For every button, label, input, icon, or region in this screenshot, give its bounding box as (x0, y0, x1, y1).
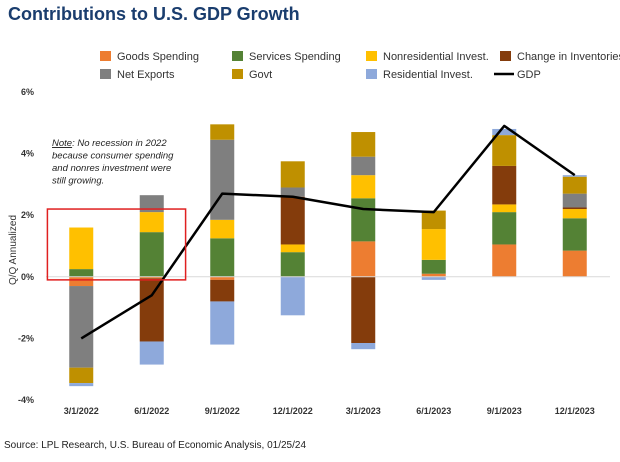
bar-nonresidential-invest-9-1-2023 (492, 204, 517, 213)
bar-net-exports-3-1-2023 (351, 156, 376, 176)
legend-label-nonresidential-invest: Nonresidential Invest. (383, 51, 489, 63)
y-tick-label: 6% (21, 87, 34, 97)
y-tick-label: -4% (18, 395, 34, 405)
x-tick-label: 9/1/2023 (487, 406, 522, 416)
bar-nonresidential-invest-12-1-2023 (562, 209, 587, 219)
x-tick-label: 9/1/2022 (205, 406, 240, 416)
annotation-line: and nonres investment were (52, 163, 171, 174)
chart-legend: Goods Spending Services Spending Nonreside… (100, 51, 620, 81)
bar-change-in-inventories-12-1-2022 (280, 196, 305, 245)
bar-residential-invest-9-1-2022 (210, 301, 235, 345)
legend-swatch-residential-invest (366, 69, 377, 79)
bar-govt-3-1-2022 (69, 367, 94, 384)
annotation-note: Note: No recession in 2022 because consum… (52, 138, 174, 187)
bar-services-spending-6-1-2023 (421, 259, 446, 274)
legend-label-goods-spending: Goods Spending (117, 51, 199, 63)
annotation-line: still growing. (52, 176, 104, 187)
bar-nonresidential-invest-3-1-2023 (351, 175, 376, 199)
y-axis: -4% -2% 0% 2% 4% 6% (18, 87, 34, 405)
bar-govt-9-1-2022 (210, 124, 235, 140)
bar-services-spending-12-1-2022 (280, 252, 305, 277)
legend-swatch-govt (232, 69, 243, 79)
chart-title: Contributions to U.S. GDP Growth (8, 4, 300, 24)
bar-residential-invest-6-1-2022 (139, 341, 164, 365)
bar-nonresidential-invest-6-1-2023 (421, 229, 446, 260)
y-tick-label: 2% (21, 210, 34, 220)
bar-residential-invest-12-1-2022 (280, 276, 305, 316)
legend-label-change-in-inventories: Change in Inventories (517, 51, 620, 63)
bar-goods-spending-6-1-2023 (421, 273, 446, 277)
legend-swatch-services-spending (232, 51, 243, 61)
bar-nonresidential-invest-3-1-2022 (69, 227, 94, 270)
bar-services-spending-9-1-2022 (210, 238, 235, 277)
legend-swatch-goods-spending (100, 51, 111, 61)
y-axis-label: Q/Q Annualized (8, 215, 19, 285)
bar-services-spending-12-1-2023 (562, 218, 587, 251)
bar-net-exports-12-1-2023 (562, 193, 587, 208)
bar-change-in-inventories-6-1-2022 (139, 278, 164, 342)
bar-residential-invest-3-1-2023 (351, 343, 376, 350)
bar-goods-spending-9-1-2022 (210, 276, 235, 280)
bar-govt-3-1-2023 (351, 132, 376, 157)
bar-net-exports-12-1-2022 (280, 187, 305, 197)
bar-services-spending-3-1-2023 (351, 198, 376, 242)
x-tick-label: 6/1/2022 (134, 406, 169, 416)
x-axis: 3/1/2022 6/1/2022 9/1/2022 12/1/2022 3/1/202… (64, 406, 595, 416)
bar-govt-12-1-2022 (280, 161, 305, 188)
bar-nonresidential-invest-12-1-2022 (280, 244, 305, 253)
bar-goods-spending-3-1-2022 (69, 276, 94, 287)
legend-label-govt: Govt (249, 69, 272, 81)
bar-goods-spending-9-1-2023 (492, 244, 517, 277)
x-tick-label: 12/1/2023 (555, 406, 595, 416)
bar-nonresidential-invest-9-1-2022 (210, 219, 235, 239)
x-tick-label: 3/1/2023 (346, 406, 381, 416)
x-tick-label: 12/1/2022 (273, 406, 313, 416)
highlight-box (46, 208, 187, 281)
source-footnote: Source: LPL Research, U.S. Bureau of Eco… (4, 440, 307, 451)
legend-label-net-exports: Net Exports (117, 69, 175, 81)
legend-swatch-nonresidential-invest (366, 51, 377, 61)
legend-label-gdp: GDP (517, 69, 541, 81)
bar-goods-spending-12-1-2023 (562, 250, 587, 277)
legend-swatch-net-exports (100, 69, 111, 79)
legend-swatch-change-in-inventories (500, 51, 511, 61)
bar-residential-invest-6-1-2023 (421, 276, 446, 280)
bar-change-in-inventories-3-1-2023 (351, 276, 376, 344)
bar-govt-9-1-2023 (492, 135, 517, 166)
bar-net-exports-6-1-2022 (139, 195, 164, 213)
annotation-line: Note: No recession in 2022 (52, 138, 167, 149)
bar-net-exports-3-1-2022 (69, 286, 94, 368)
annotation-line: because consumer spending (52, 151, 174, 162)
y-tick-label: 4% (21, 149, 34, 159)
bar-goods-spending-3-1-2023 (351, 241, 376, 277)
y-tick-label: -2% (18, 333, 34, 343)
bar-govt-12-1-2023 (562, 176, 587, 194)
bar-residential-invest-3-1-2022 (69, 383, 94, 387)
bar-change-in-inventories-9-1-2022 (210, 279, 235, 302)
plot-area (46, 124, 610, 387)
bar-services-spending-3-1-2022 (69, 269, 94, 277)
bar-residential-invest-12-1-2023 (562, 175, 587, 177)
bar-change-in-inventories-12-1-2023 (562, 207, 587, 210)
x-tick-label: 6/1/2023 (416, 406, 451, 416)
bar-change-in-inventories-9-1-2023 (492, 165, 517, 205)
bar-residential-invest-9-1-2023 (492, 128, 517, 136)
x-tick-label: 3/1/2022 (64, 406, 99, 416)
legend-label-residential-invest: Residential Invest. (383, 69, 473, 81)
bar-nonresidential-invest-6-1-2022 (139, 212, 164, 233)
bar-services-spending-9-1-2023 (492, 212, 517, 245)
bar-govt-6-1-2023 (421, 210, 446, 230)
y-tick-label: 0% (21, 272, 34, 282)
legend-label-services-spending: Services Spending (249, 51, 341, 63)
bar-services-spending-6-1-2022 (139, 232, 164, 277)
gdp-line (80, 124, 576, 340)
bar-goods-spending-6-1-2022 (139, 276, 164, 279)
